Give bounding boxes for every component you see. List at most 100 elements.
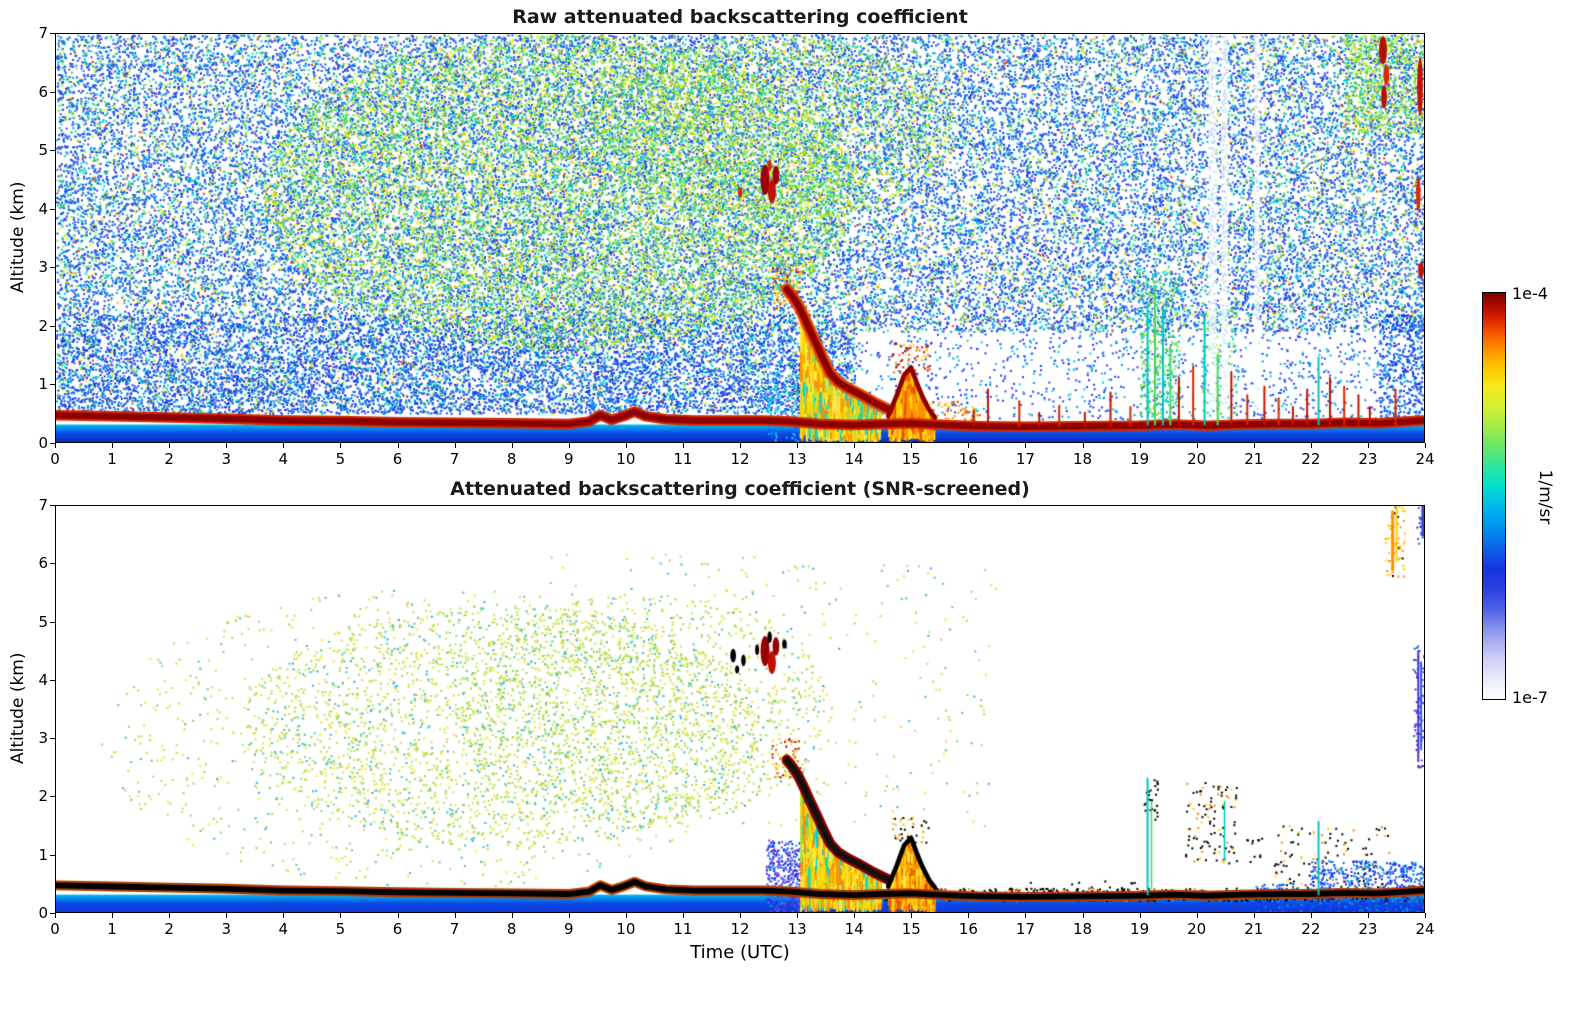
x-tick-label: 18 (1072, 450, 1093, 468)
x-tick-label: 20 (1187, 920, 1207, 938)
x-tick-mark (511, 443, 513, 448)
x-tick-mark (1025, 443, 1027, 448)
colorbar-unit-label: 1/m/sr (1535, 469, 1555, 525)
x-tick-label: 11 (673, 920, 693, 938)
x-tick-label: 20 (1187, 450, 1207, 468)
x-tick-mark (340, 443, 342, 448)
x-tick-label: 17 (1015, 450, 1035, 468)
x-tick-mark (682, 913, 684, 918)
x-tick-label: 8 (506, 450, 517, 468)
y-tick-mark (50, 796, 55, 798)
x-tick-label: 16 (958, 450, 978, 468)
x-tick-mark (226, 913, 228, 918)
x-tick-mark (625, 913, 627, 918)
x-tick-label: 4 (278, 450, 289, 468)
heatmap-canvas-raw (56, 34, 1424, 442)
x-tick-label: 24 (1415, 920, 1435, 938)
y-tick-mark (50, 91, 55, 93)
x-tick-label: 12 (730, 920, 750, 938)
x-tick-label: 16 (958, 920, 978, 938)
x-tick-mark (112, 913, 114, 918)
y-tick-label: 3 (38, 258, 48, 277)
y-tick-label: 1 (38, 375, 48, 394)
x-tick-mark (511, 913, 513, 918)
x-tick-mark (283, 913, 285, 918)
x-tick-label: 2 (164, 450, 174, 468)
x-tick-label: 0 (50, 450, 60, 468)
x-tick-label: 15 (901, 920, 921, 938)
x-tick-mark (854, 443, 856, 448)
y-tick-mark (50, 563, 55, 565)
x-tick-mark (1082, 913, 1084, 918)
x-tick-mark (1025, 913, 1027, 918)
x-tick-mark (1253, 913, 1255, 918)
y-tick-mark (50, 505, 55, 506)
x-tick-mark (1367, 913, 1369, 918)
x-tick-mark (740, 443, 741, 448)
y-tick-label: 2 (38, 787, 48, 806)
x-tick-mark (911, 443, 913, 448)
x-tick-label: 7 (449, 450, 460, 468)
x-tick-label: 5 (335, 920, 346, 938)
x-tick-mark (283, 443, 285, 448)
y-tick-mark (50, 443, 55, 444)
x-tick-label: 22 (1301, 450, 1321, 468)
x-tick-label: 18 (1072, 920, 1093, 938)
heatmap-canvas-screened (56, 506, 1424, 912)
x-tick-mark (968, 443, 970, 448)
x-tick-label: 17 (1015, 920, 1035, 938)
x-tick-label: 7 (449, 920, 460, 938)
x-tick-label: 2 (164, 920, 174, 938)
x-tick-mark (1196, 443, 1198, 448)
x-tick-mark (968, 913, 970, 918)
x-tick-label: 19 (1130, 920, 1150, 938)
x-tick-mark (1425, 443, 1426, 448)
x-tick-mark (1253, 443, 1255, 448)
x-tick-mark (454, 443, 456, 448)
x-tick-mark (854, 913, 856, 918)
x-tick-mark (397, 913, 399, 918)
x-tick-mark (1310, 913, 1312, 918)
x-tick-label: 24 (1415, 450, 1435, 468)
y-tick-label: 5 (38, 141, 48, 160)
y-tick-label: 5 (38, 612, 48, 631)
x-tick-label: 8 (506, 920, 517, 938)
x-tick-label: 13 (787, 450, 807, 468)
y-tick-label: 4 (38, 670, 48, 689)
x-tick-label: 10 (616, 920, 636, 938)
x-tick-mark (1310, 443, 1312, 448)
x-tick-mark (625, 443, 627, 448)
x-tick-mark (1367, 443, 1369, 448)
y-tick-label: 1 (38, 845, 48, 864)
panel-screened-title: Attenuated backscattering coefficient (S… (450, 478, 1030, 500)
x-tick-mark (112, 443, 114, 448)
x-tick-label: 23 (1358, 920, 1378, 938)
panel-screened (55, 505, 1425, 913)
x-tick-label: 3 (221, 450, 232, 468)
x-tick-label: 12 (730, 450, 750, 468)
y-tick-mark (50, 33, 55, 34)
x-tick-mark (568, 443, 570, 448)
x-tick-mark (454, 913, 456, 918)
x-tick-mark (226, 443, 228, 448)
x-tick-mark (797, 443, 799, 448)
x-tick-label: 9 (563, 920, 574, 938)
x-tick-mark (1425, 913, 1426, 918)
x-tick-label: 1 (107, 450, 117, 468)
x-tick-label: 14 (844, 920, 864, 938)
y-tick-mark (50, 621, 55, 623)
x-tick-label: 3 (221, 920, 232, 938)
x-tick-label: 5 (335, 450, 346, 468)
x-tick-label: 6 (392, 920, 403, 938)
x-axis-label: Time (UTC) (690, 942, 790, 963)
x-tick-label: 14 (844, 450, 864, 468)
y-tick-mark (50, 679, 55, 681)
x-tick-label: 23 (1358, 450, 1378, 468)
y-tick-label: 6 (38, 82, 48, 101)
x-tick-label: 9 (563, 450, 574, 468)
x-tick-mark (169, 913, 171, 918)
x-tick-mark (169, 443, 171, 448)
y-tick-label: 0 (38, 434, 48, 452)
x-tick-label: 21 (1244, 450, 1264, 468)
